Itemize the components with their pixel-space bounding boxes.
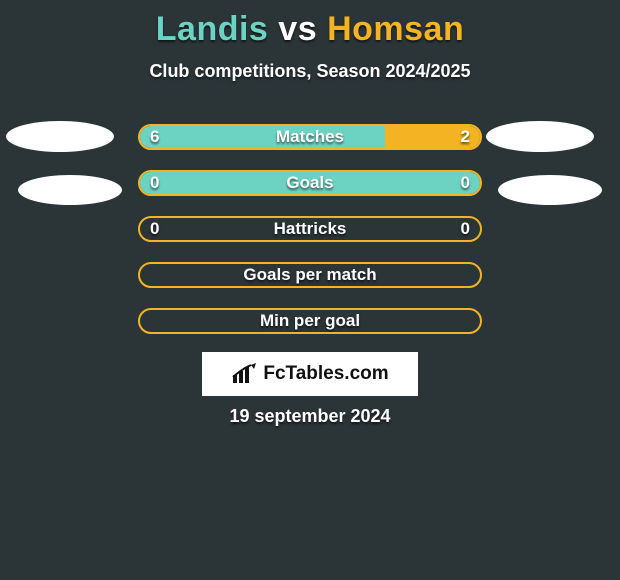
page-title: Landis vs Homsan (0, 0, 620, 49)
stat-label: Min per goal (140, 311, 480, 331)
stat-row: Goals per match (0, 258, 620, 304)
stat-bar: 00Goals (138, 170, 482, 196)
title-player1: Landis (156, 10, 269, 48)
stat-bar: Min per goal (138, 308, 482, 334)
bar-chart-icon (231, 363, 257, 385)
subtitle: Club competitions, Season 2024/2025 (0, 61, 620, 82)
logo-text: FcTables.com (263, 363, 388, 385)
stat-label: Matches (140, 127, 480, 147)
stat-row: Min per goal (0, 304, 620, 350)
date-text: 19 september 2024 (0, 406, 620, 427)
title-vs: vs (278, 10, 317, 48)
title-player2: Homsan (327, 10, 464, 48)
stat-row: 00Hattricks (0, 212, 620, 258)
stat-bar: 00Hattricks (138, 216, 482, 242)
stat-bar: Goals per match (138, 262, 482, 288)
stat-label: Goals per match (140, 265, 480, 285)
stat-bar: 62Matches (138, 124, 482, 150)
decorative-ellipse-2 (18, 175, 122, 205)
decorative-ellipse-3 (498, 175, 602, 205)
stat-rows: 62Matches 00Goals 00Hattricks Goals per mat… (0, 120, 620, 350)
stat-label: Hattricks (140, 219, 480, 239)
decorative-ellipse-0 (6, 121, 114, 152)
comparison-infographic: Landis vs Homsan Club competitions, Seas… (0, 0, 620, 580)
stat-label: Goals (140, 173, 480, 193)
logo-box: FcTables.com (202, 352, 418, 396)
decorative-ellipse-1 (486, 121, 594, 152)
